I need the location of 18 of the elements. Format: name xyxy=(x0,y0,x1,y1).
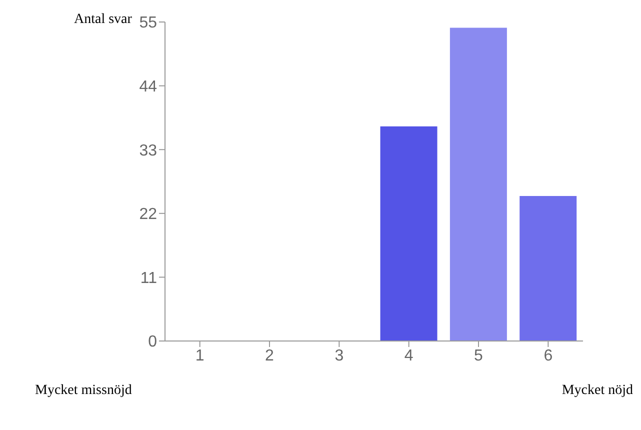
bar xyxy=(520,196,577,341)
y-tick-label: 22 xyxy=(139,206,158,224)
bar xyxy=(380,126,438,341)
y-tick-label: 55 xyxy=(139,14,158,32)
y-tick-label: 44 xyxy=(139,78,158,96)
y-tick-label: 11 xyxy=(140,270,158,287)
x-tick-label: 4 xyxy=(404,347,414,364)
x-tick-label: 5 xyxy=(474,347,484,364)
x-tick-label: 2 xyxy=(265,347,274,364)
x-tick-label: 3 xyxy=(334,347,344,364)
y-tick-label: 0 xyxy=(148,334,158,351)
text: Mycket nöjd xyxy=(562,383,633,399)
bar xyxy=(450,28,507,341)
x-tick-label: 1 xyxy=(195,347,204,364)
y-tick-label: 33 xyxy=(139,142,158,160)
text: Mycket missnöjd xyxy=(35,383,132,399)
x-tick-label: 6 xyxy=(544,347,553,364)
y-axis-title: Antal svar xyxy=(74,12,132,28)
